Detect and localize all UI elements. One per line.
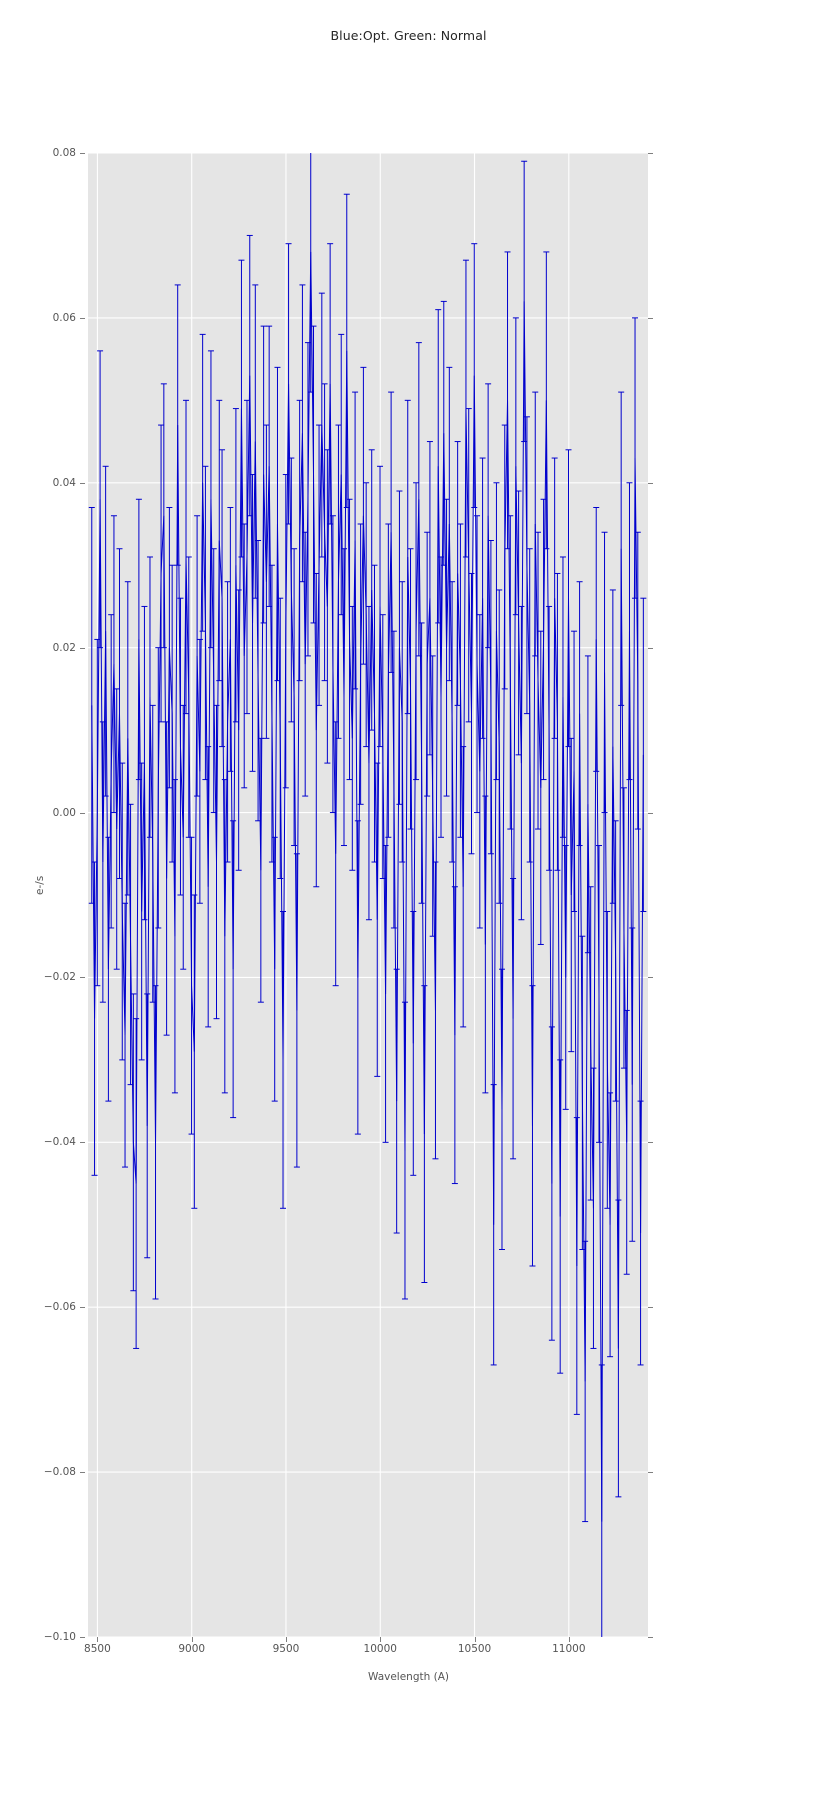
x-tick-label: 10000 xyxy=(363,1643,397,1655)
y-tick-label: 0.02 xyxy=(52,641,76,654)
y-tick-mark xyxy=(80,482,85,484)
y-tick-mark-right xyxy=(648,482,653,484)
x-tick-label: 9500 xyxy=(272,1643,300,1655)
x-axis-tick-labels: 8500 9000 9500 10000 10500 11000 xyxy=(0,1643,817,1663)
y-tick-mark xyxy=(80,812,85,814)
x-tick-label: 8500 xyxy=(84,1643,111,1655)
y-tick-mark xyxy=(80,647,85,649)
y-tick-mark-right xyxy=(648,1142,653,1144)
y-tick-label: −0.02 xyxy=(43,971,76,984)
x-tick-mark xyxy=(191,1637,193,1642)
y-tick-mark-right xyxy=(648,977,653,979)
x-tick-label: 10500 xyxy=(457,1643,492,1655)
y-tick-mark-right xyxy=(648,1472,653,1474)
x-tick-mark xyxy=(474,1637,476,1642)
x-tick-mark xyxy=(380,1637,382,1642)
y-tick-mark xyxy=(80,1142,85,1144)
y-tick-mark-right xyxy=(648,1637,653,1638)
page-title: Blue:Opt. Green: Normal xyxy=(330,28,487,43)
x-tick-label: 9000 xyxy=(178,1643,206,1655)
y-tick-mark xyxy=(80,317,85,319)
y-tick-mark xyxy=(80,1307,85,1309)
y-tick-label: −0.08 xyxy=(43,1466,76,1479)
plot-area xyxy=(88,153,648,1637)
y-tick-mark-right xyxy=(648,153,653,154)
x-tick-mark xyxy=(568,1637,570,1642)
y-axis-label: e-/s xyxy=(34,875,46,895)
y-tick-label: −0.06 xyxy=(43,1301,76,1314)
y-tick-label: 0.04 xyxy=(52,476,76,489)
y-tick-mark xyxy=(80,977,85,979)
y-tick-mark-right xyxy=(648,317,653,319)
y-tick-label: −0.04 xyxy=(43,1136,76,1149)
y-tick-label: 0.00 xyxy=(52,806,76,819)
error-bars xyxy=(88,153,647,1637)
plot-svg xyxy=(88,153,648,1637)
x-axis-label: Wavelength (A) xyxy=(367,1671,449,1683)
y-tick-mark-right xyxy=(648,812,653,814)
y-tick-label: 0.08 xyxy=(52,147,76,159)
y-tick-mark xyxy=(80,153,85,154)
grid-lines xyxy=(88,153,648,1637)
x-tick-label: 11000 xyxy=(552,1643,586,1655)
y-tick-mark-right xyxy=(648,647,653,649)
y-tick-label: 0.06 xyxy=(52,311,76,324)
y-tick-label: −0.10 xyxy=(43,1631,76,1643)
data-series-0 xyxy=(88,153,647,1637)
y-tick-mark xyxy=(80,1472,85,1474)
y-axis-tick-labels: 0.08 0.06 0.04 0.02 0.00 −0.02 −0.04 −0.06 −0.08… xyxy=(0,147,76,1643)
y-tick-mark xyxy=(80,1637,85,1638)
x-tick-mark xyxy=(285,1637,287,1642)
y-tick-mark-right xyxy=(648,1307,653,1309)
x-tick-mark xyxy=(97,1637,99,1642)
